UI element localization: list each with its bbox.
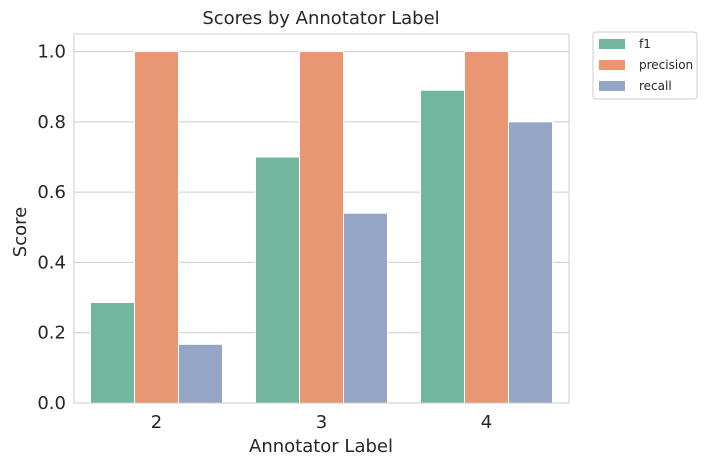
y-tick-label: 0.8: [37, 112, 66, 133]
bar-f1-2: [90, 301, 135, 404]
legend-label-recall: recall: [639, 79, 672, 93]
y-tick-label: 0.0: [37, 393, 66, 414]
bar-recall-2: [178, 343, 223, 404]
legend-swatch-precision: [599, 60, 625, 70]
y-tick-label: 0.4: [37, 252, 66, 273]
bar-precision-3: [299, 51, 344, 404]
y-tick-label: 0.6: [37, 182, 66, 203]
bar-f1-4: [420, 89, 465, 404]
bar-f1-3: [255, 156, 300, 404]
legend-swatch-f1: [599, 39, 625, 49]
bar-precision-4: [464, 51, 509, 404]
y-tick-label: 1.0: [37, 42, 66, 63]
bar-precision-2: [134, 51, 179, 404]
x-axis-label: Annotator Label: [249, 436, 393, 457]
chart-title: Scores by Annotator Label: [202, 8, 439, 29]
x-tick-labels: 2 3 4: [151, 412, 492, 433]
y-tick-label: 0.2: [37, 323, 66, 344]
legend: f1 precision recall: [592, 31, 698, 100]
legend-swatch-recall: [599, 81, 625, 91]
x-tick-label: 2: [151, 412, 162, 433]
y-tick-labels: 0.0 0.2 0.4 0.6 0.8 1.0: [37, 42, 66, 414]
bar-recall-4: [508, 121, 553, 404]
x-tick-label: 4: [481, 412, 492, 433]
bars: [90, 51, 553, 404]
bar-recall-3: [343, 212, 388, 404]
plot-frame: [73, 33, 570, 404]
y-axis-label: Score: [10, 207, 31, 257]
legend-label-precision: precision: [639, 58, 693, 72]
legend-label-f1: f1: [639, 37, 651, 51]
x-tick-label: 3: [316, 412, 327, 433]
